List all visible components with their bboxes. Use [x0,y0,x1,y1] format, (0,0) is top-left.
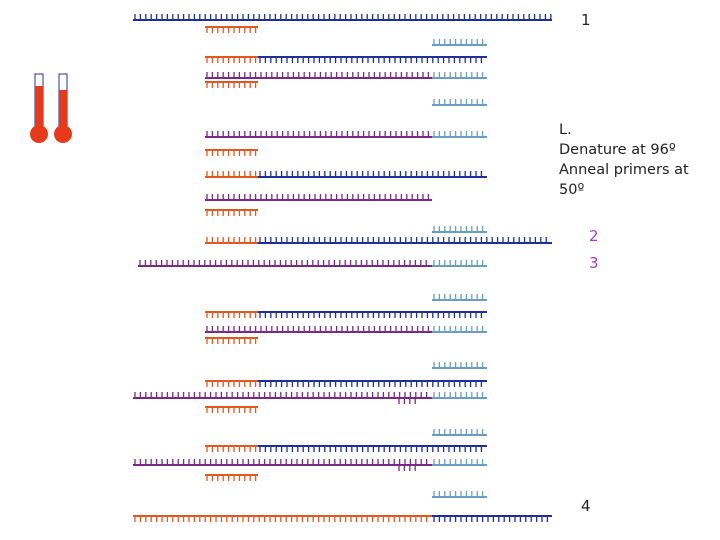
strand-segment-dark-blue [258,380,487,387]
strand-segment-orange [205,337,258,344]
dna-strand [205,26,258,33]
strand-segment-light-blue [432,362,487,369]
strand-segment-orange [133,515,432,522]
strand-segment-purple [133,459,432,466]
dna-strand [397,464,418,471]
cycle-label-1: 1 [581,11,591,29]
strand-segment-dark-blue [133,14,552,21]
cycle-label-3: 3 [589,254,599,272]
strand-segment-light-blue [432,326,487,333]
strand-segment-purple [138,260,432,267]
step-line-2: Denature at 96º [559,142,676,158]
strand-segment-dark-blue [258,445,487,452]
strand-segment-light-blue [432,72,487,79]
dna-strand [432,294,487,301]
dna-strand [205,337,258,344]
strand-segment-light-blue [432,459,487,466]
dna-strand [432,491,487,498]
dna-strand [205,131,487,138]
dna-strand [205,311,487,318]
dna-strand [205,72,487,79]
strand-segment-dark-blue [258,311,487,318]
strand-segment-orange [205,380,258,387]
dna-strand [432,99,487,106]
dna-strand [133,515,552,522]
dna-strand [205,171,487,178]
thermometers [30,73,72,143]
strand-segment-purple [397,397,418,404]
dna-strand [133,14,552,21]
dna-strand [432,39,487,46]
dna-strand [205,445,487,452]
dna-strand [205,237,552,244]
cycle-label-2: 2 [589,227,599,245]
strand-segment-purple [397,464,418,471]
strand-segment-dark-blue [432,515,552,522]
strand-segment-light-blue [432,429,487,436]
dna-strand [138,260,487,267]
dna-strand [205,326,487,333]
dna-strand [432,429,487,436]
dna-strand [205,406,258,413]
strand-segment-light-blue [432,99,487,106]
strand-segment-orange [205,237,258,244]
dna-strand [205,56,487,63]
dna-strand [133,459,487,466]
strand-segment-light-blue [432,491,487,498]
step-description: L. Denature at 96º Anneal primers at 50º [559,120,689,200]
strand-segment-orange [205,445,258,452]
dna-strand [397,397,418,404]
dna-strand [432,362,487,369]
strand-segment-orange [205,81,258,88]
strand-segment-orange [205,406,258,413]
dna-strand [205,380,487,387]
strand-segment-purple [205,194,432,201]
cycle-label-4: 4 [581,497,591,515]
dna-strand [432,226,487,233]
strand-segment-purple [205,131,432,138]
dna-strand [205,194,432,201]
step-line-4: 50º [559,182,585,198]
strand-segment-purple [205,326,432,333]
strand-segment-dark-blue [258,171,487,178]
dna-strand [205,474,258,481]
step-line-3: Anneal primers at [559,162,689,178]
dna-strands [133,14,552,522]
strand-segment-orange [205,26,258,33]
dna-strand [133,392,487,399]
strand-segment-orange [205,149,258,156]
thermometer-icon [30,73,48,143]
strand-segment-orange [205,311,258,318]
strand-segment-purple [133,392,432,399]
strand-segment-light-blue [432,39,487,46]
dna-strand [205,149,258,156]
strand-segment-orange [205,209,258,216]
strand-segment-orange [205,56,258,63]
strand-segment-orange [205,171,258,178]
strand-segment-dark-blue [258,56,487,63]
strand-segment-purple [205,72,432,79]
strand-segment-light-blue [432,260,487,267]
strand-segment-light-blue [432,131,487,138]
strand-segment-light-blue [432,392,487,399]
dna-strand [205,209,258,216]
strand-segment-light-blue [432,294,487,301]
step-line-1: L. [559,122,572,138]
strand-segment-orange [205,474,258,481]
strand-segment-light-blue [432,226,487,233]
strand-segment-dark-blue [258,237,552,244]
dna-strand [205,81,258,88]
thermometer-icon [54,73,72,143]
